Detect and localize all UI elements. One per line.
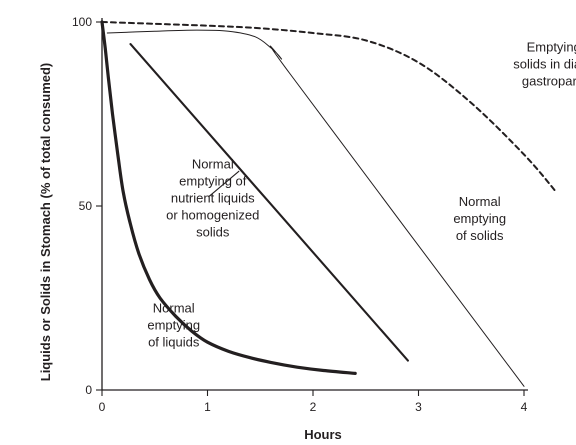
series-normal-emptying-of-solids — [106, 29, 525, 387]
x-axis-title: Hours — [304, 427, 342, 442]
annotation-1-line-4: solids — [196, 225, 230, 240]
y-tick-label-50: 50 — [79, 199, 93, 213]
annotation-3: Emptying of solids in diabetic gastropares… — [513, 39, 576, 88]
annotation-2-line-2: of solids — [456, 228, 504, 243]
series-normal-emptying-of-liquids — [100, 20, 357, 375]
annotation-0: Normal emptying of liquids — [147, 301, 200, 350]
annotation-0-line-0: Normal — [153, 301, 195, 316]
series-emptying-of-solids-in-diabetic-gastroparesis — [101, 21, 557, 193]
y-tick-label-0: 0 — [85, 383, 92, 397]
y-tick-label-100: 100 — [72, 15, 92, 29]
x-tick-label-3: 3 — [415, 400, 422, 414]
annotation-1-line-1: emptying of — [179, 174, 247, 189]
annotation-0-line-2: of liquids — [148, 335, 200, 350]
series-normal-emptying-of-nutrient-liquids-or-homogenized-solids — [129, 43, 409, 362]
y-axis-title: Liquids or Solids in Stomach (% of total… — [38, 63, 53, 382]
annotation-2: Normal emptying of solids — [453, 194, 506, 243]
x-tick-label-0: 0 — [99, 400, 106, 414]
axes — [101, 18, 528, 391]
annotation-1: Normal emptying of nutrient liquids or homo… — [166, 157, 259, 240]
annotation-2-line-1: emptying — [453, 211, 506, 226]
annotation-1-line-3: or homogenized — [166, 208, 259, 223]
annotations: Normal emptying of liquids Normal emptying o… — [147, 39, 576, 349]
series-layer — [100, 20, 557, 387]
annotation-2-line-0: Normal — [459, 194, 501, 209]
ticks: 0 1 2 3 4 0 50 100 — [72, 15, 528, 414]
x-tick-label-4: 4 — [521, 400, 528, 414]
annotation-0-line-1: emptying — [147, 318, 200, 333]
annotation-3-line-1: solids in diabetic — [513, 56, 576, 71]
x-tick-label-1: 1 — [204, 400, 211, 414]
annotation-1-line-0: Normal — [192, 157, 234, 172]
annotation-3-line-0: Emptying of — [527, 39, 576, 54]
annotation-1-line-2: nutrient liquids — [171, 191, 255, 206]
annotation-3-line-2: gastroparesis — [522, 73, 576, 88]
x-tick-label-2: 2 — [310, 400, 317, 414]
annotation-pointer — [208, 170, 240, 198]
